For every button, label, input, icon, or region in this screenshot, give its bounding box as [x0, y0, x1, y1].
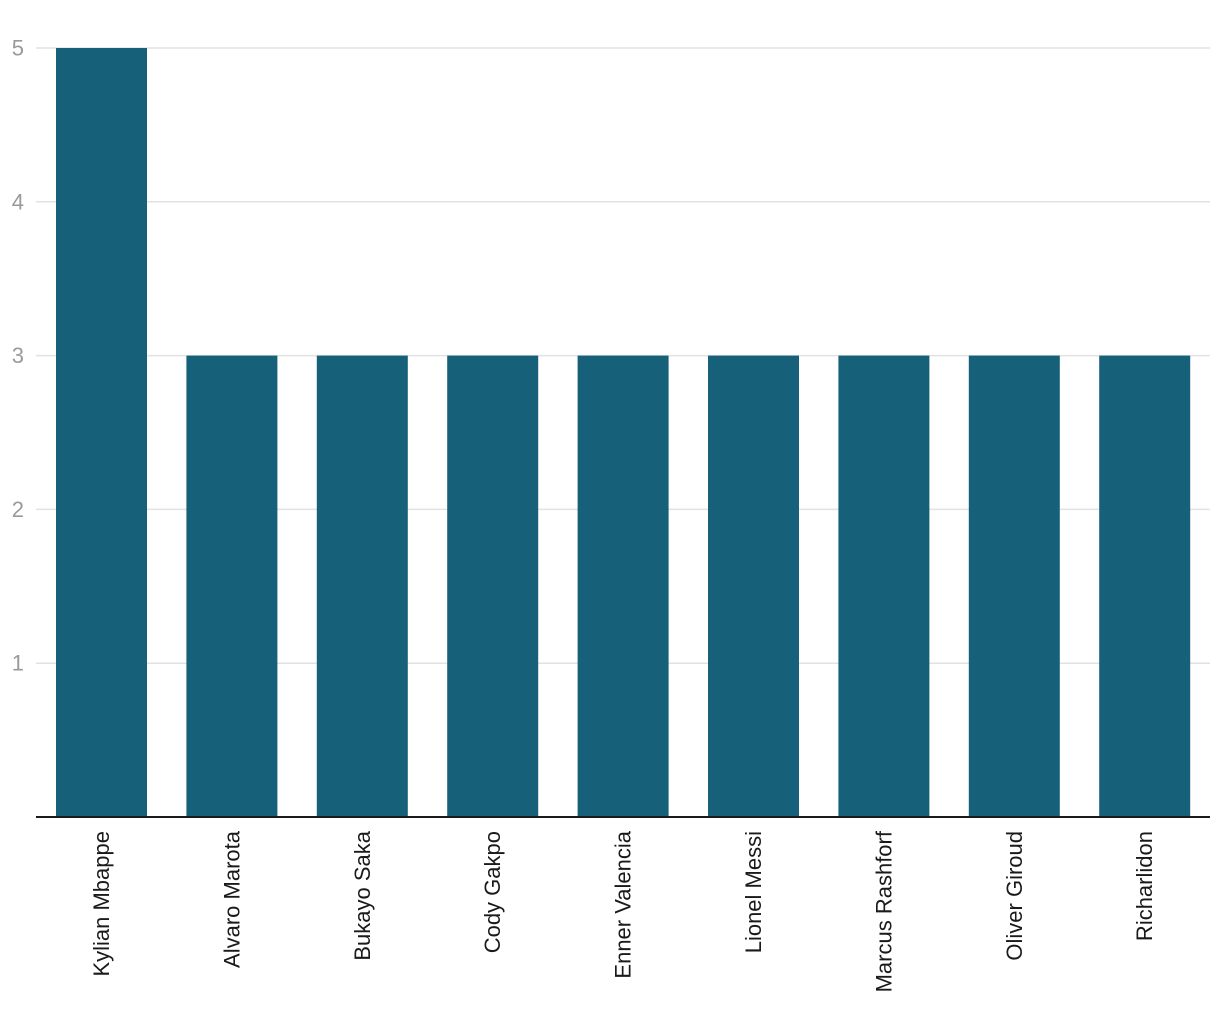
bar	[316, 355, 408, 817]
bar	[968, 355, 1060, 817]
y-tick-label: 1	[12, 651, 24, 676]
bar	[56, 48, 147, 817]
y-tick-label: 3	[12, 343, 24, 368]
bar	[1099, 355, 1191, 817]
bar	[447, 355, 539, 817]
y-tick-label: 2	[12, 497, 24, 522]
x-tick-label: Enner Valencia	[611, 830, 636, 978]
bar	[577, 355, 669, 817]
x-tick-label: Kylian Mbappe	[89, 831, 114, 977]
bar	[838, 355, 930, 817]
x-tick-label: Cody Gakpo	[480, 831, 505, 953]
x-axis-ticks: Kylian Mbappe Alvaro Marota Bukayo Saka Cod…	[89, 830, 1157, 992]
bar	[708, 355, 799, 817]
y-axis-ticks: 1 2 3 4 5	[12, 36, 24, 676]
bars	[56, 48, 1191, 817]
y-tick-label: 5	[12, 36, 24, 61]
bar	[186, 355, 278, 817]
x-tick-label: Bukayo Saka	[350, 830, 375, 960]
x-tick-label: Marcus Rashforf	[871, 830, 896, 992]
x-tick-label: Oliver Giroud	[1002, 831, 1027, 961]
x-tick-label: Richarlidon	[1132, 831, 1157, 941]
y-tick-label: 4	[12, 189, 24, 214]
x-tick-label: Alvaro Marota	[219, 830, 244, 968]
x-tick-label: Lionel Messi	[741, 831, 766, 953]
